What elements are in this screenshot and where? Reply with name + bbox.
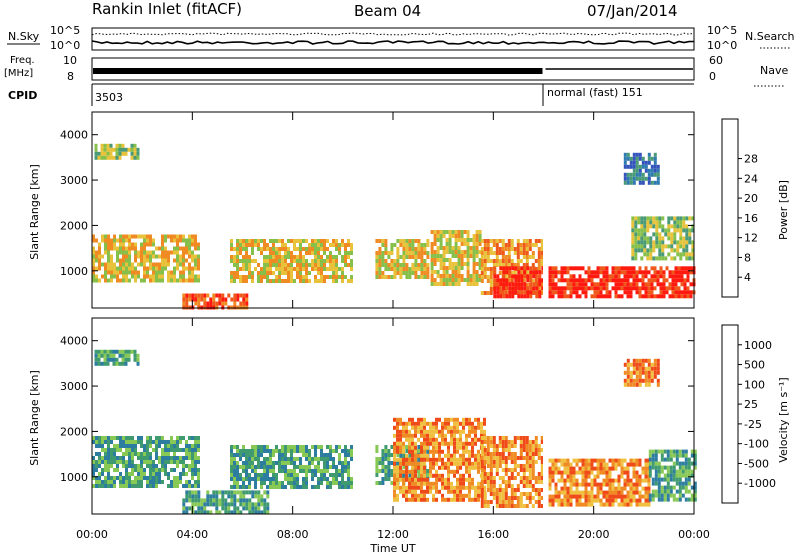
velocity-region-3 [230,445,353,489]
xtick-label-2: 08:00 [277,528,309,541]
nsky-traces [91,32,695,45]
power-region-3 [230,239,353,283]
velocity-region-8 [648,449,697,502]
freq-tick-top: 10 [63,54,77,67]
colorbar-tick-label-2: 100 [744,378,765,391]
power-colorbar: 4 8 12 16 20 24 28 [721,118,758,298]
colorbar-frame [721,324,739,504]
nave-tick-bottom: 0 [709,70,716,83]
velocity-region-5 [393,417,486,502]
colorbar-tick-label-3: 25 [744,398,758,411]
nave-tick-top: 60 [709,54,723,67]
station-title: Rankin Inlet (fitACF) [92,0,242,18]
nsky-tick-top: 10^5 [50,24,80,37]
freq-label: Freq. [10,55,35,66]
nsky-label: N.Sky [8,30,40,43]
power-region-5 [430,230,482,286]
power-yaxis: 1000 2000 3000 4000 [60,129,694,278]
nsky-tick-bottom: 10^0 [50,39,80,52]
velocity-ylabel: Slant Range [km] [28,370,41,466]
velocity-region-7 [548,458,651,507]
ytick-label-1000: 1000 [60,265,88,278]
freq-traces [93,68,693,74]
power-heatmap [92,113,696,310]
nsearch-line [91,32,695,36]
colorbar-tick-label-5: -100 [744,438,769,451]
time-xaxis: 00:00 04:00 08:00 12:00 16:00 20:00 00:00 [76,112,710,541]
power-region-7 [493,266,545,299]
colorbar-tick-label-0: 4 [744,271,751,284]
ytick-label-1000: 1000 [60,471,88,484]
velocity-heatmap [92,319,697,515]
colorbar-tick-label-1: 500 [744,359,765,372]
freq-panel-frame [91,57,695,81]
nsearch-label: N.Search [745,30,795,43]
freq-tick-bottom: 8 [67,70,74,83]
power-region-4 [375,239,430,279]
power-region-8 [548,266,696,299]
xtick-label-3: 12:00 [377,528,409,541]
xtick-label-5: 20:00 [578,528,610,541]
nsearch-tick-bottom: 10^0 [707,39,737,52]
ytick-label-2000: 2000 [60,425,88,438]
ytick-label-4000: 4000 [60,335,88,348]
freq-unit: [MHz] [4,68,33,79]
velocity-region-2 [182,490,270,515]
velocity-colorbar: 1000 500 100 25 -25 -100 -500 -1000 [721,324,776,504]
cpid-label: CPID [8,89,37,102]
power-region-1 [92,234,200,283]
velocity-colorbar-label: Velocity [m s⁻¹] [777,377,790,462]
colorbar-tick-label-3: 16 [744,212,758,225]
xtick-label-0: 00:00 [76,528,108,541]
colorbar-tick-label-6: 28 [744,153,758,166]
nsky-line [91,40,695,45]
colorbar-tick-label-0: 1000 [744,339,772,352]
ytick-label-4000: 4000 [60,129,88,142]
velocity-region-9 [623,358,660,387]
colorbar-tick-label-6: -500 [744,457,769,470]
ytick-label-3000: 3000 [60,380,88,393]
date-label: 07/Jan/2014 [587,2,678,20]
xtick-label-6: 00:00 [678,528,710,541]
data-gap [542,113,545,307]
nave-label: Nave [760,64,788,77]
power-colorbar-label: Power [dB] [777,180,790,240]
power-region-9 [631,216,695,261]
velocity-region-6 [480,436,544,508]
power-ylabel: Slant Range [km] [28,164,41,260]
colorbar-tick-label-7: -1000 [744,477,776,490]
nsearch-tick-top: 10^5 [707,24,737,37]
data-gap [542,319,545,513]
velocity-yaxis: 1000 2000 3000 4000 [60,335,694,484]
colorbar-tick-label-4: 20 [744,192,758,205]
xtick-label-4: 16:00 [477,528,509,541]
colorbar-tick-label-2: 12 [744,232,758,245]
nsky-panel-frame [91,27,695,51]
colorbar-tick-label-5: 24 [744,172,758,185]
cpid-segment-2: normal (fast) 151 [547,86,643,99]
xaxis-label: Time UT [369,542,415,554]
velocity-region-1 [92,436,200,488]
colorbar-tick-label-4: -25 [744,418,762,431]
colorbar-tick-label-1: 8 [744,251,751,264]
power-region-10 [623,152,660,185]
colorbar-frame [721,118,739,298]
xtick-label-1: 04:00 [176,528,208,541]
ytick-label-3000: 3000 [60,174,88,187]
freq-band [93,68,543,74]
velocity-region-0 [94,349,140,366]
power-region-0 [94,143,140,160]
ytick-label-2000: 2000 [60,219,88,232]
cpid-segment-1: 3503 [95,91,123,104]
beam-label: Beam 04 [354,2,421,20]
